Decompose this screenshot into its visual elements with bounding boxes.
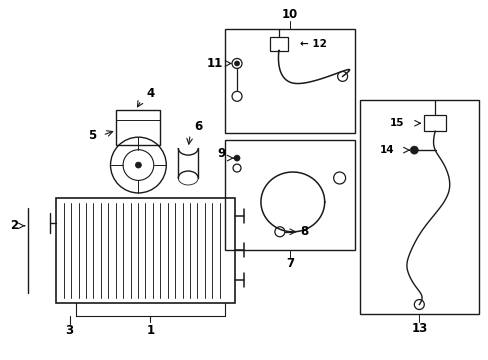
Text: 11: 11 <box>206 57 223 70</box>
Circle shape <box>135 162 141 168</box>
Circle shape <box>234 155 240 161</box>
Text: 9: 9 <box>217 147 225 159</box>
Text: 8: 8 <box>300 225 308 238</box>
Bar <box>56 198 235 302</box>
Bar <box>269 37 287 50</box>
Bar <box>224 28 354 133</box>
Text: 10: 10 <box>281 8 297 21</box>
Bar <box>116 110 160 145</box>
Bar <box>224 140 354 250</box>
Bar <box>359 100 478 315</box>
Bar <box>424 115 446 131</box>
Circle shape <box>409 146 417 154</box>
Text: 7: 7 <box>285 257 293 270</box>
Text: 4: 4 <box>146 87 154 100</box>
Text: 13: 13 <box>410 322 427 335</box>
Text: 15: 15 <box>389 118 404 128</box>
Text: ← 12: ← 12 <box>299 39 326 49</box>
Text: 6: 6 <box>194 120 202 133</box>
Text: 5: 5 <box>88 129 97 142</box>
Text: 2: 2 <box>10 219 18 232</box>
Circle shape <box>234 61 239 66</box>
Text: 1: 1 <box>146 324 154 337</box>
Text: 3: 3 <box>65 324 74 337</box>
Text: 14: 14 <box>379 145 394 155</box>
